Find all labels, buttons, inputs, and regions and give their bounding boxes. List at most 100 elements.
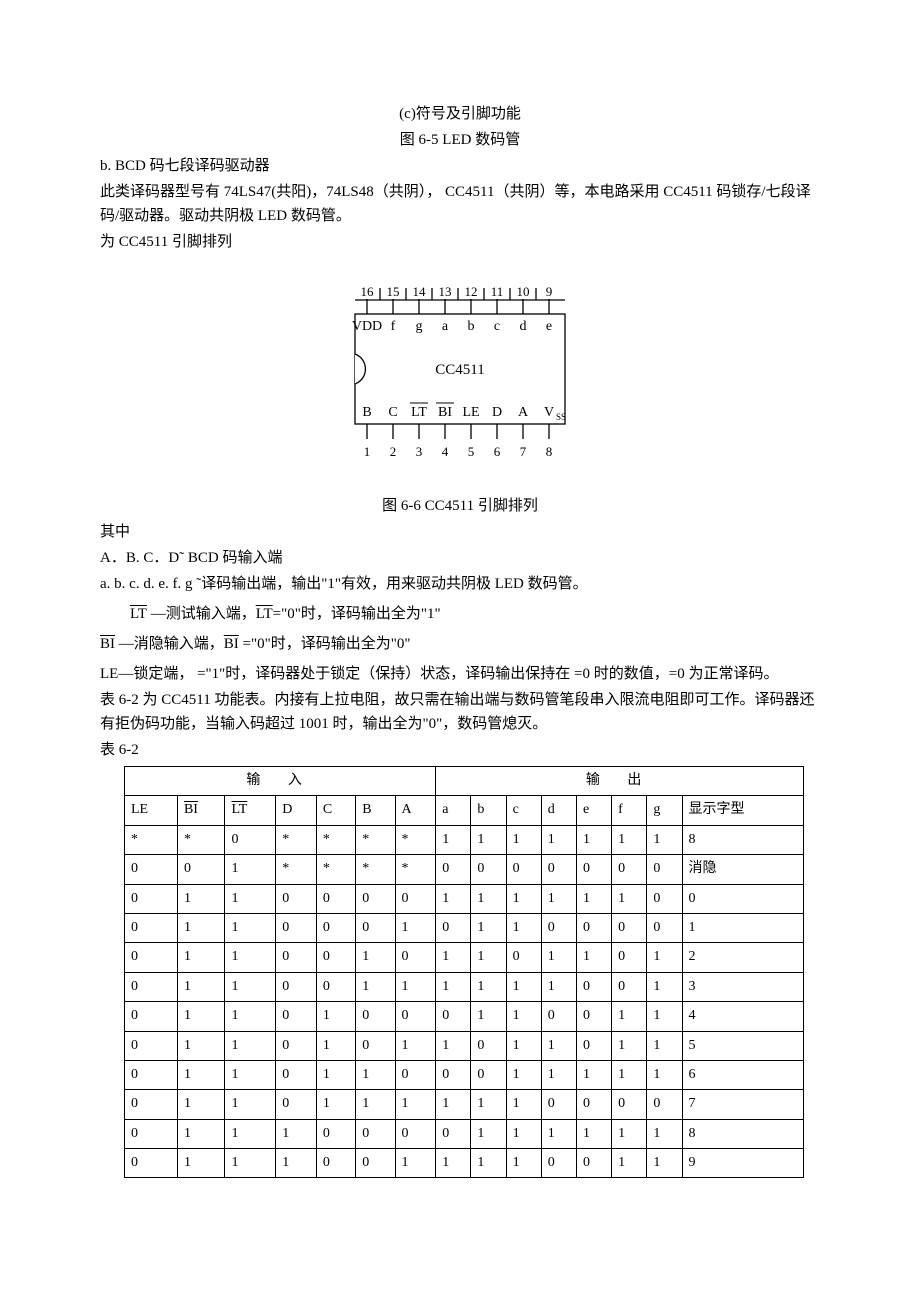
table-cell: 0 <box>576 855 611 884</box>
svg-text:8: 8 <box>546 444 553 459</box>
table-cell: 1 <box>576 1119 611 1148</box>
table-cell: 1 <box>471 825 506 854</box>
table-cell: 0 <box>395 943 436 972</box>
table-cell: 5 <box>682 1031 804 1060</box>
table-cell: 0 <box>125 1060 178 1089</box>
table-cell: 1 <box>436 825 471 854</box>
svg-text:e: e <box>546 319 552 334</box>
table-cell: 1 <box>576 884 611 913</box>
table-cell: 0 <box>471 1031 506 1060</box>
table-cell: 1 <box>647 943 682 972</box>
table-cell: 0 <box>276 1090 317 1119</box>
table-cell: 0 <box>541 1002 576 1031</box>
table-cell: 1 <box>177 1002 225 1031</box>
table-header-cell: D <box>276 796 317 825</box>
table-cell: 0 <box>125 1119 178 1148</box>
table-cell: 1 <box>541 972 576 1001</box>
table-cell: 0 <box>576 1090 611 1119</box>
table-row: 011001011011012 <box>125 943 804 972</box>
table-cell: 0 <box>541 1090 576 1119</box>
table-cell: 0 <box>576 913 611 942</box>
table-cell: 0 <box>506 943 541 972</box>
svg-text:7: 7 <box>520 444 527 459</box>
table-cell: 0 <box>541 1149 576 1178</box>
table-cell: 1 <box>506 1090 541 1119</box>
table-cell: * <box>125 825 178 854</box>
table-cell: 1 <box>225 1119 276 1148</box>
table-cell: 0 <box>225 825 276 854</box>
table-cell: 0 <box>125 884 178 913</box>
table-cell: 0 <box>506 855 541 884</box>
table-cell: 1 <box>506 1149 541 1178</box>
table-cell: 0 <box>612 943 647 972</box>
svg-text:15: 15 <box>387 284 400 299</box>
table-cell: 1 <box>471 943 506 972</box>
table-cell: 8 <box>682 1119 804 1148</box>
table-cell: 0 <box>576 972 611 1001</box>
table-cell: 6 <box>682 1060 804 1089</box>
table-header-cell: b <box>471 796 506 825</box>
svg-text:3: 3 <box>416 444 423 459</box>
table-header-cell: d <box>541 796 576 825</box>
table-cell: 0 <box>395 1119 436 1148</box>
table-cell: 1 <box>225 1090 276 1119</box>
table-cell: 1 <box>576 943 611 972</box>
table-cell: 0 <box>647 1090 682 1119</box>
table-cell: 0 <box>276 1002 317 1031</box>
table-cell: 1 <box>356 943 395 972</box>
svg-text:d: d <box>520 319 527 334</box>
table-header-cell: LE <box>125 796 178 825</box>
paragraph-2: 为 CC4511 引脚排列 <box>100 230 820 254</box>
table-row: 011010110110115 <box>125 1031 804 1060</box>
table-cell: 0 <box>541 913 576 942</box>
svg-text:VDD: VDD <box>352 319 382 334</box>
table-cell: 0 <box>356 1031 395 1060</box>
table-group-input: 输 入 <box>125 767 436 796</box>
table-cell: 0 <box>316 1149 355 1178</box>
table-cell: 1 <box>436 1031 471 1060</box>
table-header-cell: A <box>395 796 436 825</box>
svg-text:2: 2 <box>390 444 397 459</box>
svg-text:g: g <box>416 319 423 334</box>
table-header-cell: LT <box>225 796 276 825</box>
table-cell: * <box>356 825 395 854</box>
table-cell: 1 <box>225 884 276 913</box>
table-cell: 1 <box>506 1031 541 1060</box>
table-cell: 1 <box>356 972 395 1001</box>
table-header-cell: BI <box>177 796 225 825</box>
table-cell: 0 <box>356 1149 395 1178</box>
table-cell: 0 <box>395 884 436 913</box>
table-cell: 1 <box>506 1060 541 1089</box>
table-cell: 0 <box>647 884 682 913</box>
table-cell: 2 <box>682 943 804 972</box>
table-cell: 0 <box>356 1119 395 1148</box>
table-cell: 0 <box>316 913 355 942</box>
table-cell: 1 <box>436 972 471 1001</box>
table-cell: 0 <box>395 1002 436 1031</box>
svg-text:B: B <box>362 405 371 420</box>
table-cell: 1 <box>436 884 471 913</box>
table-cell: 0 <box>316 943 355 972</box>
table-cell: * <box>395 825 436 854</box>
table-cell: 1 <box>316 1090 355 1119</box>
table-header-cell: B <box>356 796 395 825</box>
table-cell: 1 <box>612 1149 647 1178</box>
table-cell: 1 <box>356 1060 395 1089</box>
table-cell: 1 <box>316 1060 355 1089</box>
table-cell: 1 <box>177 884 225 913</box>
svg-text:4: 4 <box>442 444 449 459</box>
table-row: 011011111100007 <box>125 1090 804 1119</box>
table-header-cell: f <box>612 796 647 825</box>
svg-text:11: 11 <box>491 284 504 299</box>
table-cell: 1 <box>225 1002 276 1031</box>
table-cell: 0 <box>471 1060 506 1089</box>
table-cell: 1 <box>612 1119 647 1148</box>
cc4511-pin-diagram: CC4511 161514131211109 VDDfgabcde BCLTBI… <box>100 274 820 474</box>
table-cell: 1 <box>177 943 225 972</box>
table-cell: 1 <box>471 1090 506 1119</box>
table-header-cell: 显示字型 <box>682 796 804 825</box>
table-cell: 1 <box>576 825 611 854</box>
table-cell: 0 <box>316 884 355 913</box>
table-cell: 1 <box>177 913 225 942</box>
table-cell: 1 <box>225 1149 276 1178</box>
